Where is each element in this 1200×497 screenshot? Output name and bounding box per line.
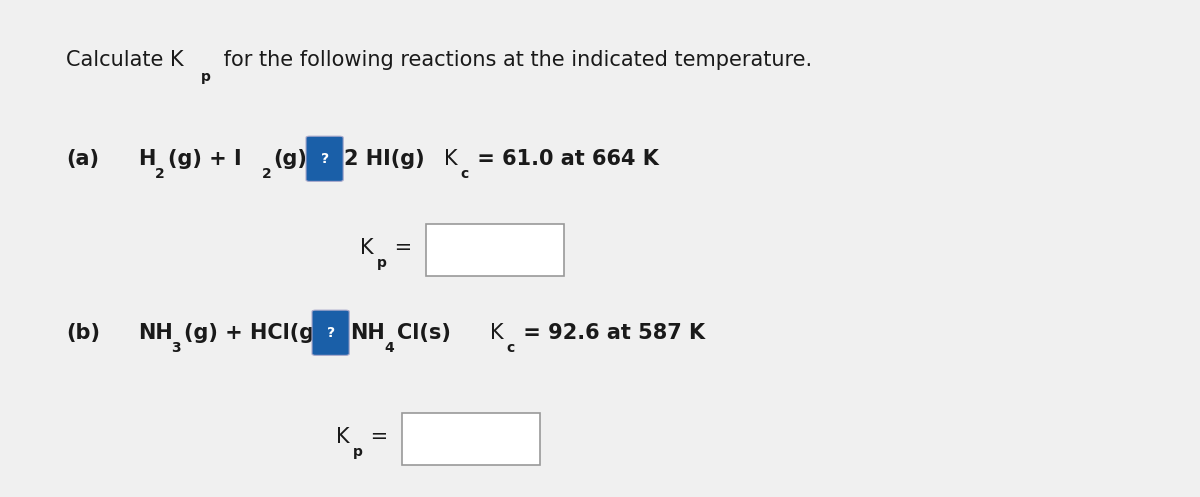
Text: (g) + HCl(g): (g) + HCl(g)	[184, 323, 323, 343]
Text: =: =	[388, 239, 412, 258]
Text: NH: NH	[138, 323, 173, 343]
Text: for the following reactions at the indicated temperature.: for the following reactions at the indic…	[217, 50, 812, 70]
FancyBboxPatch shape	[306, 136, 343, 181]
Text: NH: NH	[350, 323, 385, 343]
Text: K: K	[444, 149, 457, 169]
Text: Cl(s): Cl(s)	[397, 323, 451, 343]
Text: ?: ?	[326, 326, 335, 340]
FancyBboxPatch shape	[402, 413, 540, 465]
FancyBboxPatch shape	[312, 310, 349, 355]
Text: (a): (a)	[66, 149, 98, 169]
Text: K: K	[336, 427, 349, 447]
Text: (g): (g)	[274, 149, 307, 169]
Text: (b): (b)	[66, 323, 100, 343]
Text: 2: 2	[155, 167, 164, 181]
Text: 4: 4	[384, 341, 394, 355]
Text: Calculate K: Calculate K	[66, 50, 184, 70]
Text: ?: ?	[320, 152, 329, 166]
Text: = 92.6 at 587 K: = 92.6 at 587 K	[516, 323, 706, 343]
Text: (g) + I: (g) + I	[168, 149, 241, 169]
Text: K: K	[490, 323, 503, 343]
Text: 2 HI(g): 2 HI(g)	[344, 149, 425, 169]
Text: 3: 3	[172, 341, 181, 355]
Text: H: H	[138, 149, 155, 169]
Text: p: p	[377, 256, 386, 270]
Text: c: c	[461, 167, 469, 181]
Text: 2: 2	[262, 167, 271, 181]
FancyBboxPatch shape	[426, 224, 564, 276]
Text: p: p	[200, 70, 210, 84]
Text: K: K	[360, 239, 373, 258]
Text: = 61.0 at 664 K: = 61.0 at 664 K	[470, 149, 659, 169]
Text: p: p	[353, 445, 362, 459]
Text: =: =	[364, 427, 388, 447]
Text: c: c	[506, 341, 515, 355]
